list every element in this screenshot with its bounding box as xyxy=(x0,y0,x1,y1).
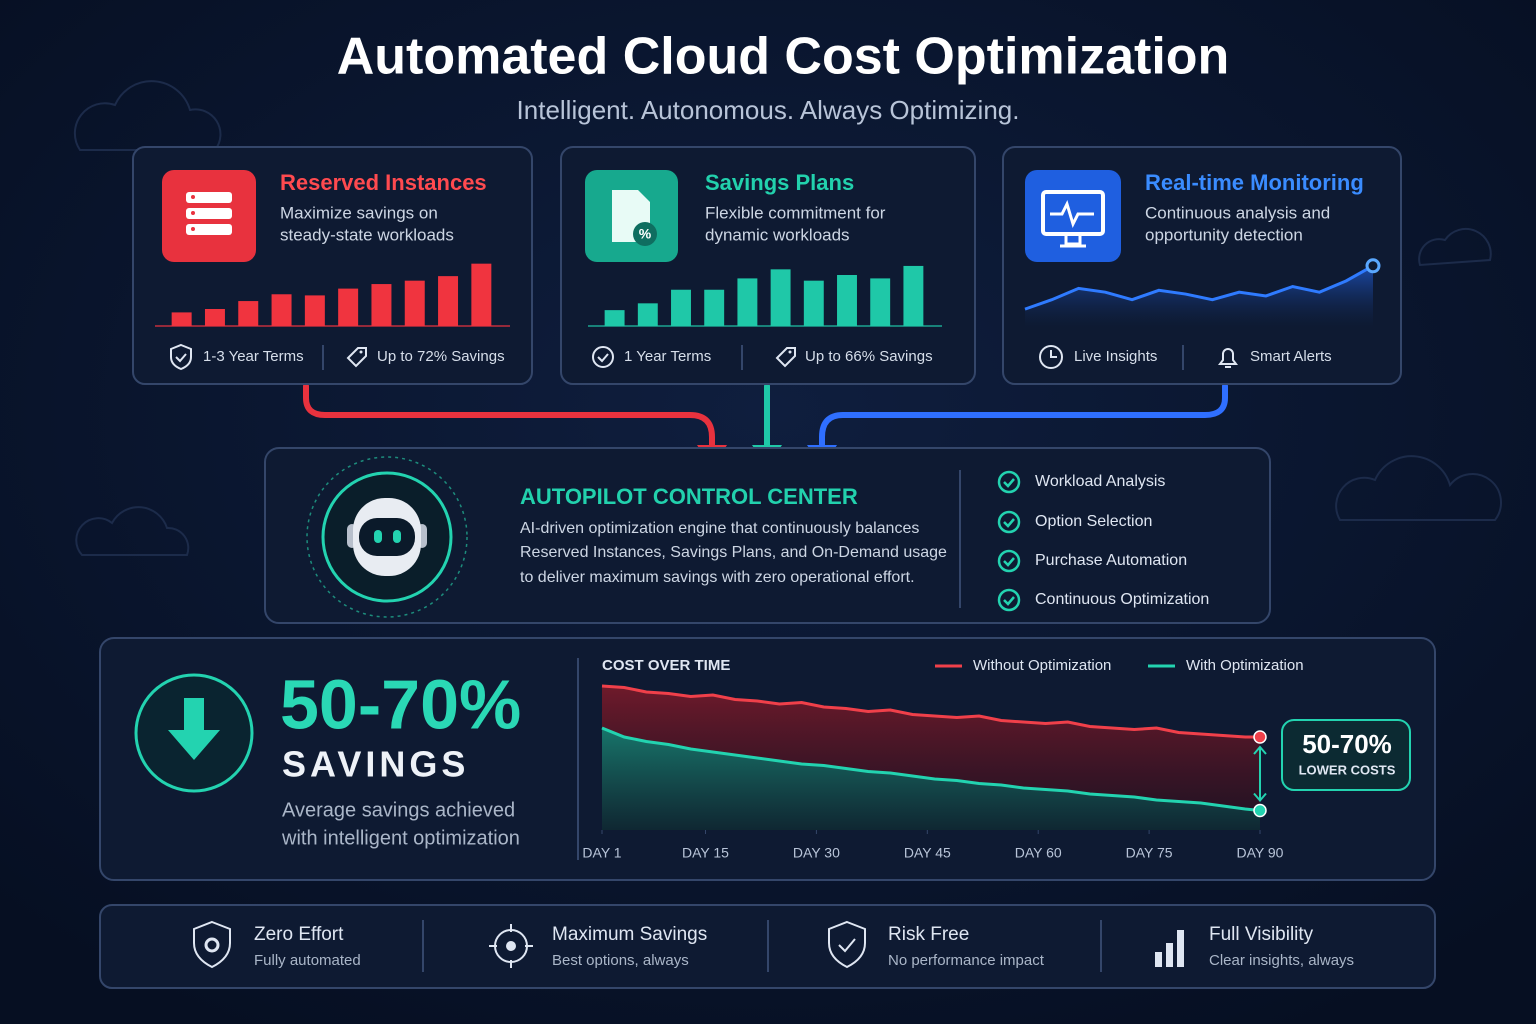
savings-description: Average savings achieved xyxy=(282,799,515,821)
autopilot-description: AI-driven optimization engine that conti… xyxy=(520,520,919,537)
card-title: Reserved Instances xyxy=(280,170,487,195)
savings-label: SAVINGS xyxy=(282,744,469,785)
decor-clouds xyxy=(73,80,1502,556)
benefit-subtitle: No performance impact xyxy=(888,952,1045,969)
savings-description: with intelligent optimization xyxy=(281,827,520,849)
card-feature: Live Insights xyxy=(1074,348,1157,365)
end-dot xyxy=(1365,258,1381,274)
end-dot xyxy=(1253,730,1267,744)
bar xyxy=(870,278,891,326)
check-icons xyxy=(997,470,1021,612)
card-icon xyxy=(162,170,256,262)
bar xyxy=(171,312,192,326)
benefit-title: Maximum Savings xyxy=(552,924,707,945)
x-tick-label: DAY 15 xyxy=(682,845,729,861)
benefit-subtitle: Clear insights, always xyxy=(1209,952,1354,969)
legend-label: Without Optimization xyxy=(973,657,1111,674)
callout-box xyxy=(1281,719,1411,791)
card-description: Maximize savings on xyxy=(280,203,438,222)
benefit-title: Full Visibility xyxy=(1209,924,1314,945)
x-tick-label: DAY 1 xyxy=(582,845,621,861)
bar xyxy=(371,284,392,326)
bar xyxy=(338,288,359,326)
card-title: Real-time Monitoring xyxy=(1145,170,1364,195)
checklist-item: Purchase Automation xyxy=(1035,552,1187,569)
bar xyxy=(204,309,225,326)
callout-value: 50-70% xyxy=(1302,729,1392,759)
checklist-item: Option Selection xyxy=(1035,513,1152,530)
autopilot-panel xyxy=(264,447,1271,624)
bar xyxy=(438,276,459,326)
title: Automated Cloud Cost Optimization xyxy=(337,28,1230,86)
x-tick-label: DAY 45 xyxy=(904,845,951,861)
card-description: Continuous analysis and xyxy=(1145,203,1330,222)
x-tick-label: DAY 90 xyxy=(1237,845,1284,861)
feature-icons xyxy=(170,343,1238,371)
x-tick-label: DAY 75 xyxy=(1126,845,1173,861)
bar xyxy=(238,301,259,326)
x-tick-label: DAY 30 xyxy=(793,845,840,861)
autopilot-title: AUTOPILOT CONTROL CENTER xyxy=(520,484,858,509)
bar xyxy=(770,269,791,326)
bar xyxy=(271,294,292,326)
benefit-title: Risk Free xyxy=(888,924,969,945)
end-dot xyxy=(1253,803,1267,818)
card-feature: Up to 66% Savings xyxy=(805,348,933,365)
card-description: Flexible commitment for xyxy=(705,203,886,222)
bar xyxy=(837,275,857,326)
card-title: Savings Plans xyxy=(705,170,854,195)
bar xyxy=(903,265,924,326)
bar xyxy=(304,295,325,326)
card-description: steady-state workloads xyxy=(280,225,454,244)
gap-arrow xyxy=(1253,745,1267,803)
card-icon xyxy=(1025,170,1121,262)
bar xyxy=(803,280,824,326)
bar xyxy=(604,310,625,326)
card-feature: Smart Alerts xyxy=(1250,348,1332,365)
line xyxy=(601,726,1261,812)
autopilot-description: to deliver maximum savings with zero ope… xyxy=(520,569,915,586)
card-feature: 1-3 Year Terms xyxy=(203,348,304,365)
line xyxy=(601,684,1260,739)
autopilot-description: Reserved Instances, Savings Plans, and O… xyxy=(520,544,947,561)
bar xyxy=(404,280,425,326)
legend-label: With Optimization xyxy=(1186,657,1304,674)
down-arrow-icon xyxy=(134,673,254,793)
savings-value: 50-70% xyxy=(280,665,521,743)
card-feature: 1 Year Terms xyxy=(624,348,711,365)
svg-text:%: % xyxy=(639,226,652,242)
bar xyxy=(737,278,758,326)
card-description: dynamic workloads xyxy=(705,225,850,244)
card-description: opportunity detection xyxy=(1145,225,1303,244)
callout-label: LOWER COSTS xyxy=(1299,762,1396,777)
bar xyxy=(671,289,691,326)
benefit-icons xyxy=(193,920,1184,972)
subtitle: Intelligent. Autonomous. Always Optimizi… xyxy=(517,95,1020,125)
card-icon: % xyxy=(585,170,678,262)
x-tick-label: DAY 60 xyxy=(1015,845,1062,861)
chart-title: COST OVER TIME xyxy=(602,657,730,674)
benefit-subtitle: Fully automated xyxy=(254,952,361,969)
benefit-subtitle: Best options, always xyxy=(552,952,689,969)
bar xyxy=(637,303,658,326)
bar xyxy=(704,289,725,326)
card-feature: Up to 72% Savings xyxy=(377,348,505,365)
robot-icon xyxy=(306,456,468,618)
checklist-item: Continuous Optimization xyxy=(1035,591,1209,608)
checklist-item: Workload Analysis xyxy=(1035,473,1165,490)
line xyxy=(1024,264,1374,311)
benefit-title: Zero Effort xyxy=(254,924,344,945)
bar xyxy=(471,263,492,326)
